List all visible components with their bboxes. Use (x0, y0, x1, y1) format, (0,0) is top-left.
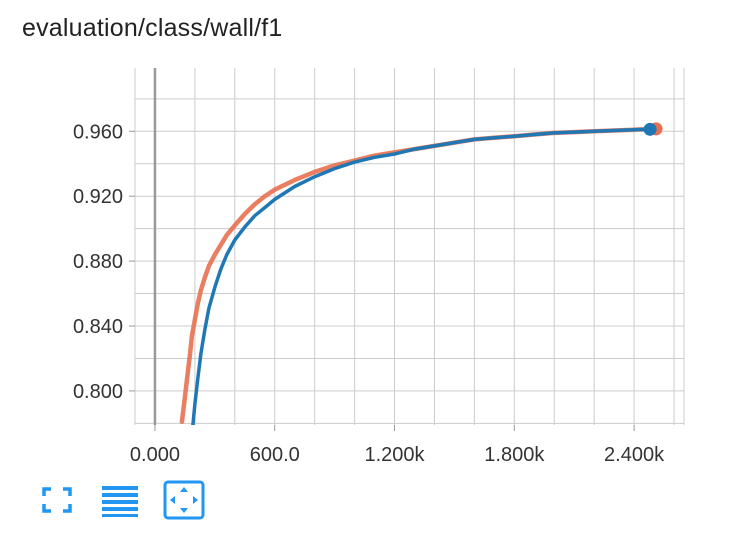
toggle-log-scale-button[interactable] (99, 480, 141, 520)
x-tick-label: 0.000 (130, 444, 180, 466)
y-tick-label: 0.840 (73, 316, 123, 338)
fit-to-data-icon (163, 480, 205, 520)
x-tick-label: 600.0 (250, 444, 300, 466)
y-tick-label: 0.960 (73, 121, 123, 143)
y-tick-label: 0.880 (73, 251, 123, 273)
chart-title: evaluation/class/wall/f1 (22, 14, 283, 42)
fit-domain-button[interactable] (163, 480, 205, 520)
x-tick-label: 1.200k (364, 444, 425, 466)
x-tick-label: 1.800k (484, 444, 545, 466)
raw-series-line (179, 126, 659, 425)
axes: 0.000 600.0 1.200k 1.800k 2.400k 0.800 0.840 0.… (73, 68, 665, 466)
x-tick-label: 2.400k (604, 444, 665, 466)
smoothed-series-endpoint (643, 122, 657, 136)
y-tick-label: 0.800 (73, 381, 123, 403)
fullscreen-icon (42, 487, 72, 513)
grid (134, 68, 685, 425)
series-layer (179, 122, 663, 425)
list-lines-icon (102, 486, 138, 517)
y-tick-label: 0.920 (73, 186, 123, 208)
smoothed-series-line (191, 127, 652, 425)
expand-chart-button[interactable] (36, 480, 78, 520)
